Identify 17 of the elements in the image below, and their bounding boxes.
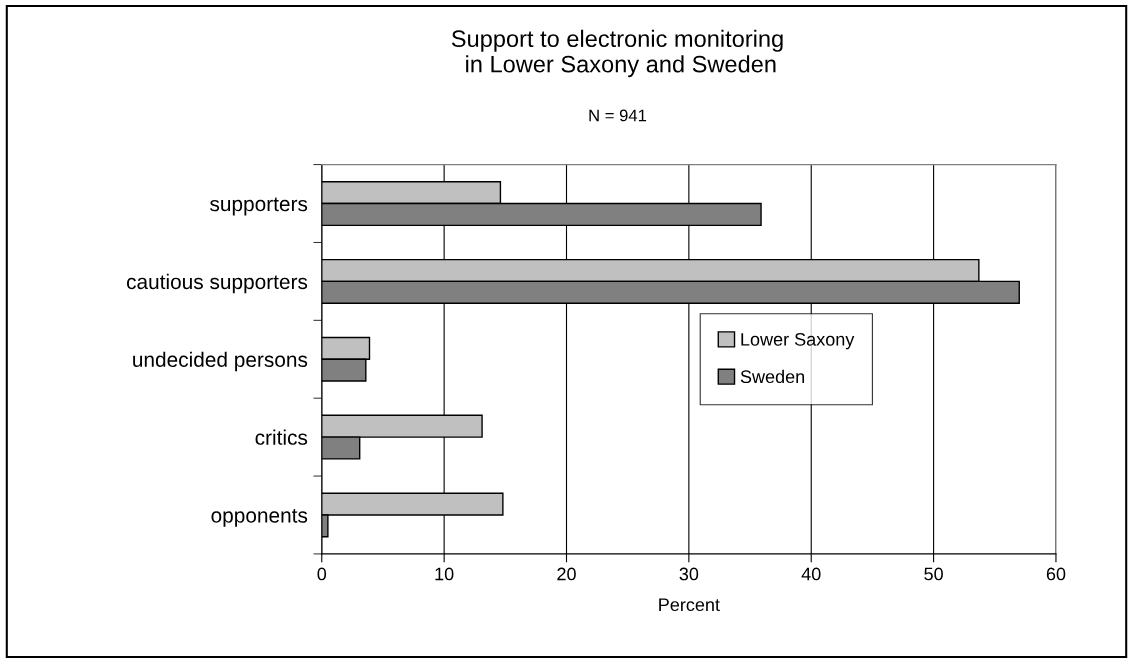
x-tick-label: 0 <box>317 567 327 581</box>
x-tick-label: 40 <box>801 567 821 581</box>
chart-title: Support to electronic monitoring in Lower Saxony and Sweden <box>451 29 783 78</box>
legend-label: Lower Saxony <box>741 332 855 350</box>
y-tick-label: critics <box>255 429 308 445</box>
x-tick-label: 20 <box>557 567 576 581</box>
x-tick-label: 60 <box>1046 567 1066 581</box>
x-tick-label: 50 <box>924 567 943 581</box>
x-tick-label: 10 <box>435 567 454 581</box>
chart-subtitle: N = 941 <box>589 109 647 122</box>
x-axis-title: Percent <box>659 598 720 612</box>
legend-label: Sweden <box>740 369 805 384</box>
y-tick-label: cautious supporters <box>126 273 308 294</box>
y-tick-label: opponents <box>211 509 308 527</box>
y-tick-label: undecided persons <box>133 351 308 372</box>
y-tick-label: supporters <box>210 197 308 216</box>
x-tick-label: 30 <box>679 567 699 581</box>
